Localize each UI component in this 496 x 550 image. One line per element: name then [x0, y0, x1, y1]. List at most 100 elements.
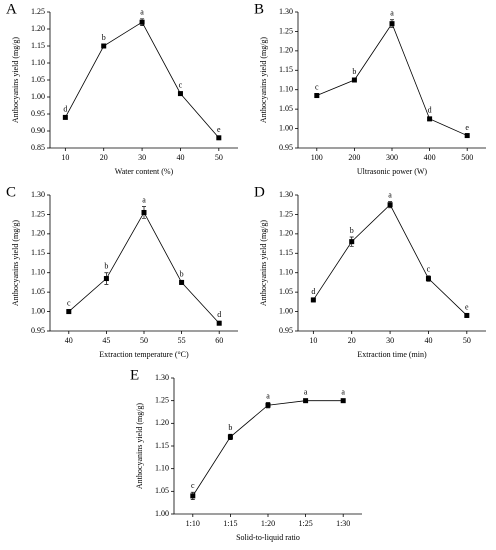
data-point: [425, 276, 431, 282]
data-point: [310, 297, 316, 303]
y-tick-label: 1.10: [279, 268, 293, 277]
significance-letter: a: [266, 391, 270, 400]
y-tick-label: 1.00: [279, 123, 293, 132]
significance-letter: a: [390, 9, 394, 18]
data-point: [314, 93, 320, 99]
significance-letter: e: [217, 125, 221, 134]
y-tick-label: 1.15: [31, 248, 45, 257]
y-tick-label: 0.95: [31, 326, 45, 335]
data-point: [340, 398, 346, 404]
y-tick-label: 1.05: [31, 75, 45, 84]
significance-letter: b: [102, 33, 106, 42]
y-tick-label: 1.20: [279, 46, 293, 55]
data-line: [313, 204, 468, 316]
x-tick-label: 1:25: [298, 519, 312, 528]
y-tick-label: 1.15: [155, 441, 169, 450]
panel-label: C: [6, 184, 16, 200]
y-tick-label: 1.25: [31, 209, 45, 218]
data-point: [141, 209, 147, 215]
y-tick-label: 1.20: [31, 229, 45, 238]
y-tick-label: 1.30: [31, 190, 45, 199]
x-tick-label: 20: [348, 336, 356, 345]
data-point: [303, 398, 309, 404]
significance-letter: b: [104, 262, 108, 271]
y-tick-label: 1.15: [279, 248, 293, 257]
data-point: [351, 77, 357, 83]
significance-letter: c: [67, 298, 71, 307]
data-point: [179, 279, 185, 285]
y-tick-label: 1.10: [31, 268, 45, 277]
x-tick-label: 55: [178, 336, 186, 345]
data-line: [68, 211, 220, 324]
x-tick-label: 20: [100, 153, 108, 162]
data-line: [192, 400, 344, 497]
x-axis-label: Ultrasonic power (W): [357, 167, 428, 176]
y-axis-label: Anthocyanins yield (mg/g): [259, 37, 268, 124]
y-tick-label: 1.25: [279, 26, 293, 35]
significance-letter: d: [63, 105, 67, 114]
axis-line: [297, 12, 486, 149]
x-tick-label: 50: [140, 336, 148, 345]
y-axis-label: Anthocyanins yield (mg/g): [11, 37, 20, 124]
y-tick-label: 1.00: [155, 509, 169, 518]
x-axis-label: Extraction temperature (°C): [99, 350, 189, 359]
x-tick-label: 50: [215, 153, 223, 162]
significance-letter: d: [311, 287, 315, 296]
y-tick-label: 1.30: [279, 7, 293, 16]
significance-letter: a: [388, 190, 392, 199]
x-tick-label: 45: [102, 336, 110, 345]
data-point: [349, 239, 355, 245]
x-axis-label: Extraction time (min): [357, 350, 427, 359]
significance-letter: a: [341, 388, 345, 397]
y-axis-label: Anthocyanins yield (mg/g): [259, 220, 268, 307]
y-tick-label: 1.15: [279, 65, 293, 74]
significance-letter: d: [217, 310, 221, 319]
data-point: [103, 276, 109, 282]
y-tick-label: 1.10: [155, 463, 169, 472]
y-tick-label: 0.95: [279, 143, 293, 152]
x-tick-label: 400: [424, 153, 436, 162]
data-point: [62, 114, 68, 120]
x-tick-label: 200: [348, 153, 360, 162]
x-tick-label: 500: [461, 153, 473, 162]
data-point: [177, 91, 183, 97]
data-line: [316, 22, 468, 136]
significance-letter: c: [427, 265, 431, 274]
data-point: [389, 21, 395, 27]
y-axis-label: Anthocyanins yield (mg/g): [11, 220, 20, 307]
y-axis-label: Anthocyanins yield (mg/g): [135, 403, 144, 490]
x-tick-label: 40: [65, 336, 73, 345]
data-point: [101, 43, 107, 49]
x-tick-label: 10: [61, 153, 69, 162]
significance-letter: e: [465, 302, 469, 311]
data-point: [464, 133, 470, 139]
data-point: [216, 320, 222, 326]
significance-letter: c: [315, 82, 319, 91]
y-tick-label: 0.95: [31, 109, 45, 118]
significance-letter: b: [352, 67, 356, 76]
y-tick-label: 1.00: [31, 306, 45, 315]
axis-line: [297, 195, 486, 332]
panel-label: B: [254, 1, 264, 17]
x-tick-label: 1:30: [336, 519, 350, 528]
significance-letter: a: [142, 195, 146, 204]
x-tick-label: 100: [311, 153, 323, 162]
y-tick-label: 1.15: [31, 41, 45, 50]
data-point: [190, 493, 196, 499]
significance-letter: a: [304, 388, 308, 397]
x-tick-label: 300: [386, 153, 398, 162]
data-point: [227, 434, 233, 440]
x-tick-label: 1:15: [223, 519, 237, 528]
y-tick-label: 1.20: [155, 418, 169, 427]
x-tick-label: 1:10: [186, 519, 200, 528]
data-point: [265, 402, 271, 408]
panel-label: D: [254, 184, 265, 200]
x-tick-label: 50: [463, 336, 471, 345]
x-tick-label: 60: [215, 336, 223, 345]
y-tick-label: 1.25: [279, 209, 293, 218]
y-tick-label: 1.05: [279, 104, 293, 113]
y-tick-label: 0.85: [31, 143, 45, 152]
y-tick-label: 1.20: [31, 24, 45, 33]
x-tick-label: 10: [309, 336, 317, 345]
